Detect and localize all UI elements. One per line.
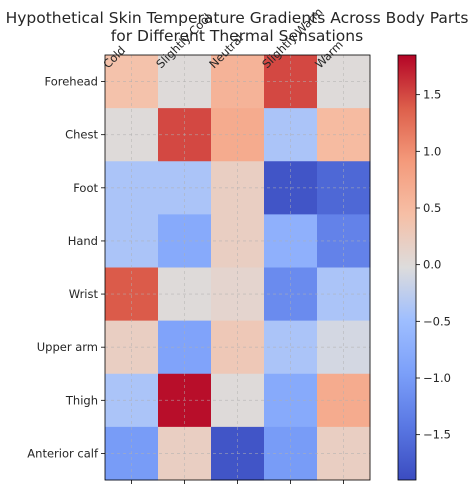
colorbar-tick-label: −0.5 <box>423 314 451 328</box>
y-tick-label: Foot <box>73 181 98 195</box>
colorbar-tick-label: −1.0 <box>423 371 451 385</box>
colorbar-ticks: 1.5 1.0 0.5 0.0 −0.5 −1.0 −1.5 <box>416 88 451 442</box>
chart-title-line-1: Hypothetical Skin Temperature Gradients … <box>6 9 469 27</box>
y-axis-ticks: Forehead Chest Foot Hand Wrist Upper arm Thigh… <box>27 75 105 460</box>
colorbar-tick-label: 0.5 <box>423 201 441 215</box>
y-tick-label: Upper arm <box>37 340 98 354</box>
y-tick-label: Chest <box>65 128 98 142</box>
y-tick-label: Thigh <box>65 393 98 407</box>
heatmap-cell <box>317 267 371 322</box>
y-tick-label: Hand <box>68 234 98 248</box>
y-tick-label: Wrist <box>69 287 99 301</box>
colorbar-tick-label: 1.0 <box>423 144 441 158</box>
heatmap-cell <box>317 373 371 428</box>
heatmap-cell <box>317 320 371 375</box>
colorbar-tick-label: −1.5 <box>423 428 451 442</box>
y-tick-label: Forehead <box>44 75 98 89</box>
colorbar-tick-label: 0.0 <box>423 258 441 272</box>
y-tick-label: Anterior calf <box>27 446 99 460</box>
heatmap-cell <box>264 373 318 428</box>
heatmap-gridlines <box>105 55 370 480</box>
chart-title-line-2: for Different Thermal Sensations <box>111 27 363 45</box>
colorbar <box>397 54 417 481</box>
colorbar-tick-label: 1.5 <box>423 88 441 102</box>
heatmap-cell <box>264 267 318 322</box>
heatmap-cell <box>264 320 318 375</box>
